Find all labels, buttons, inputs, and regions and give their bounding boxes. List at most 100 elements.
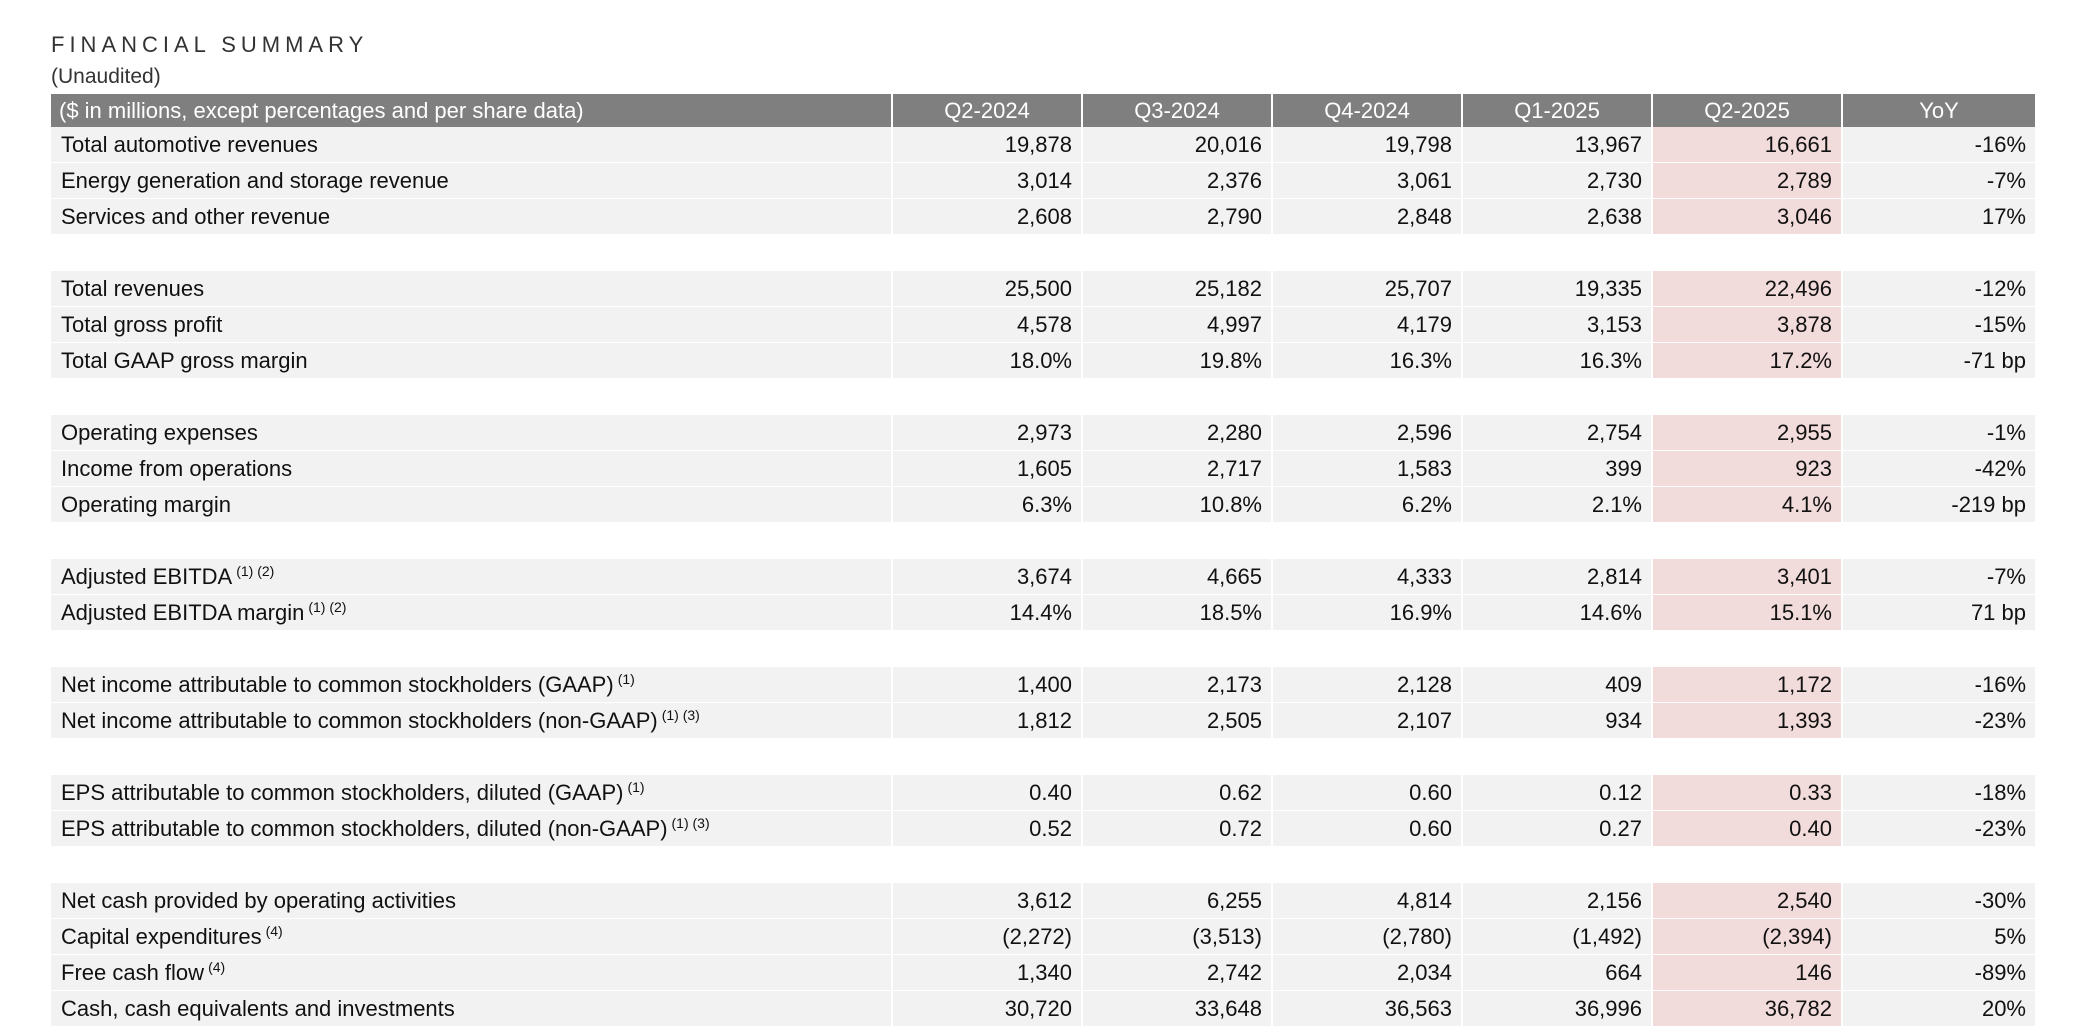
footnote-reference: (1) (3): [671, 815, 710, 831]
value-cell-q1-2025: 13,967: [1463, 127, 1653, 163]
row-label-cell: Operating margin: [51, 487, 893, 523]
value-cell-q1-2025: 2,754: [1463, 415, 1653, 451]
row-label-cell: Adjusted EBITDA (1) (2): [51, 559, 893, 595]
value-cell-q1-2025: 2,638: [1463, 199, 1653, 235]
value-cell-q1-2025: 2,156: [1463, 883, 1653, 919]
row-label: Income from operations: [61, 455, 293, 481]
row-label-cell: Total gross profit: [51, 307, 893, 343]
footnote-reference: (1): [617, 671, 635, 687]
table-row: Total revenues 25,500 25,182 25,707 19,335 22…: [51, 271, 2035, 307]
value-cell-q2-2024: 3,612: [893, 883, 1083, 919]
page-title: FINANCIAL SUMMARY: [51, 32, 369, 57]
value-cell-q2-2024: 2,973: [893, 415, 1083, 451]
table-row: EPS attributable to common stockholders,…: [51, 811, 2035, 847]
value-cell-q3-2024: 19.8%: [1083, 343, 1273, 379]
value-cell-q4-2024: 0.60: [1273, 811, 1463, 847]
table-row: Capital expenditures (4) (2,272) (3,513) (2,…: [51, 919, 2035, 955]
group-spacer: [51, 631, 2035, 667]
value-cell-q2-2025: 4.1%: [1653, 487, 1843, 523]
row-label: Total automotive revenues: [61, 131, 318, 157]
value-cell-q2-2025: 3,046: [1653, 199, 1843, 235]
value-cell-yoy: -1%: [1843, 415, 2035, 451]
row-label: Operating margin: [61, 491, 231, 517]
value-cell-q1-2025: 399: [1463, 451, 1653, 487]
value-cell-q4-2024: 2,596: [1273, 415, 1463, 451]
row-label-cell: Services and other revenue: [51, 199, 893, 235]
value-cell-q1-2025: 409: [1463, 667, 1653, 703]
table-row: Operating margin 6.3% 10.8% 6.2% 2.1% 4.1% -21…: [51, 487, 2035, 523]
row-label: EPS attributable to common stockholders,…: [61, 780, 624, 805]
value-cell-q2-2025: 3,401: [1653, 559, 1843, 595]
value-cell-q2-2025: 0.33: [1653, 775, 1843, 811]
value-cell-q3-2024: (3,513): [1083, 919, 1273, 955]
row-label: Net cash provided by operating activitie…: [61, 887, 456, 913]
value-cell-q3-2024: 25,182: [1083, 271, 1273, 307]
value-cell-q1-2025: 36,996: [1463, 991, 1653, 1027]
footnote-reference: (1) (2): [236, 563, 275, 579]
value-cell-q3-2024: 10.8%: [1083, 487, 1273, 523]
value-cell-q2-2025: 923: [1653, 451, 1843, 487]
value-cell-q3-2024: 0.62: [1083, 775, 1273, 811]
value-cell-q2-2024: 3,674: [893, 559, 1083, 595]
value-cell-q1-2025: 2,814: [1463, 559, 1653, 595]
value-cell-yoy: -42%: [1843, 451, 2035, 487]
row-label-cell: Income from operations: [51, 451, 893, 487]
value-cell-q4-2024: 3,061: [1273, 163, 1463, 199]
table-body: Total automotive revenues 19,878 20,016 19,…: [51, 127, 2035, 1027]
row-label: Energy generation and storage revenue: [61, 167, 449, 193]
row-label: Cash, cash equivalents and investments: [61, 995, 455, 1021]
value-cell-q2-2025: 17.2%: [1653, 343, 1843, 379]
value-cell-q2-2025: 2,955: [1653, 415, 1843, 451]
value-cell-yoy: -71 bp: [1843, 343, 2035, 379]
row-label-cell: Net income attributable to common stockh…: [51, 667, 893, 703]
value-cell-q4-2024: 2,107: [1273, 703, 1463, 739]
value-cell-q4-2024: 25,707: [1273, 271, 1463, 307]
row-label-cell: Total GAAP gross margin: [51, 343, 893, 379]
value-cell-q1-2025: 2,730: [1463, 163, 1653, 199]
group-spacer: [51, 523, 2035, 559]
value-cell-q2-2025: 15.1%: [1653, 595, 1843, 631]
value-cell-yoy: -16%: [1843, 127, 2035, 163]
label-column-header: ($ in millions, except percentages and p…: [51, 94, 893, 127]
column-header-q3-2024: Q3-2024: [1083, 94, 1273, 127]
table-row: Cash, cash equivalents and investments 30…: [51, 991, 2035, 1027]
value-cell-q3-2024: 2,173: [1083, 667, 1273, 703]
value-cell-q2-2024: 18.0%: [893, 343, 1083, 379]
footnote-reference: (4): [265, 923, 283, 939]
table-row: Net income attributable to common stockh…: [51, 667, 2035, 703]
value-cell-q2-2024: 4,578: [893, 307, 1083, 343]
value-cell-q3-2024: 2,376: [1083, 163, 1273, 199]
footnote-reference: (1) (3): [661, 707, 700, 723]
row-label: EPS attributable to common stockholders,…: [61, 816, 668, 841]
financial-summary-table: ($ in millions, except percentages and p…: [51, 94, 2035, 1027]
table-row: Total automotive revenues 19,878 20,016 19,…: [51, 127, 2035, 163]
row-label-cell: Total automotive revenues: [51, 127, 893, 163]
table-row: Free cash flow (4) 1,340 2,742 2,034 664 146 -8…: [51, 955, 2035, 991]
row-label: Total GAAP gross margin: [61, 347, 308, 373]
value-cell-q4-2024: 0.60: [1273, 775, 1463, 811]
value-cell-q2-2025: 0.40: [1653, 811, 1843, 847]
value-cell-yoy: -15%: [1843, 307, 2035, 343]
value-cell-q3-2024: 33,648: [1083, 991, 1273, 1027]
value-cell-q2-2024: 30,720: [893, 991, 1083, 1027]
value-cell-q2-2024: 14.4%: [893, 595, 1083, 631]
row-label-cell: Total revenues: [51, 271, 893, 307]
value-cell-yoy: -18%: [1843, 775, 2035, 811]
row-label-cell: EPS attributable to common stockholders,…: [51, 811, 893, 847]
value-cell-yoy: -219 bp: [1843, 487, 2035, 523]
page-subtitle: (Unaudited): [51, 65, 161, 88]
value-cell-q3-2024: 6,255: [1083, 883, 1273, 919]
group-spacer: [51, 235, 2035, 271]
row-label-cell: Capital expenditures (4): [51, 919, 893, 955]
row-label-cell: Free cash flow (4): [51, 955, 893, 991]
table-row: Total gross profit 4,578 4,997 4,179 3,153 3,…: [51, 307, 2035, 343]
column-header-yoy: YoY: [1843, 94, 2035, 127]
value-cell-q4-2024: (2,780): [1273, 919, 1463, 955]
row-label: Net income attributable to common stockh…: [61, 672, 614, 697]
value-cell-q3-2024: 4,997: [1083, 307, 1273, 343]
value-cell-q4-2024: 6.2%: [1273, 487, 1463, 523]
value-cell-q2-2025: (2,394): [1653, 919, 1843, 955]
row-label-cell: Net income attributable to common stockh…: [51, 703, 893, 739]
value-cell-q3-2024: 4,665: [1083, 559, 1273, 595]
value-cell-q4-2024: 19,798: [1273, 127, 1463, 163]
